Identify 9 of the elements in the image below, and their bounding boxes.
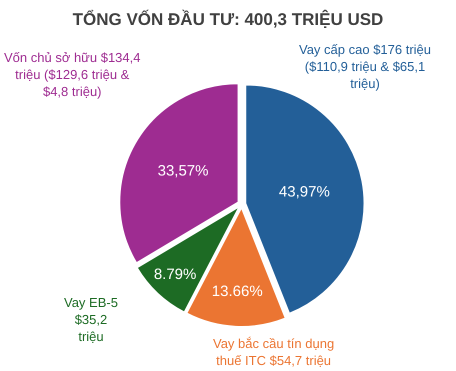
- data-label: 8.79%: [154, 266, 196, 284]
- slice-label: Vốn chủ sở hữu $134,4 triệu ($129,6 triệu & $4,8 triệu): [4, 50, 140, 99]
- data-label: 13.66%: [212, 283, 263, 300]
- slice-label: Vay cấp cao $176 triệu ($110,9 triệu & $65,1 triệu): [299, 42, 432, 91]
- slice-label: Vay EB-5 $35,2 triệu: [64, 295, 118, 344]
- data-label: 43,97%: [278, 184, 330, 201]
- slice-label: Vay bắc cầu tín dụng thuế ITC $54,7 triệu: [213, 336, 334, 368]
- data-label: 33,57%: [158, 162, 208, 180]
- chart-title: TỔNG VỐN ĐẦU TƯ: 400,3 TRIỆU USD: [72, 8, 384, 29]
